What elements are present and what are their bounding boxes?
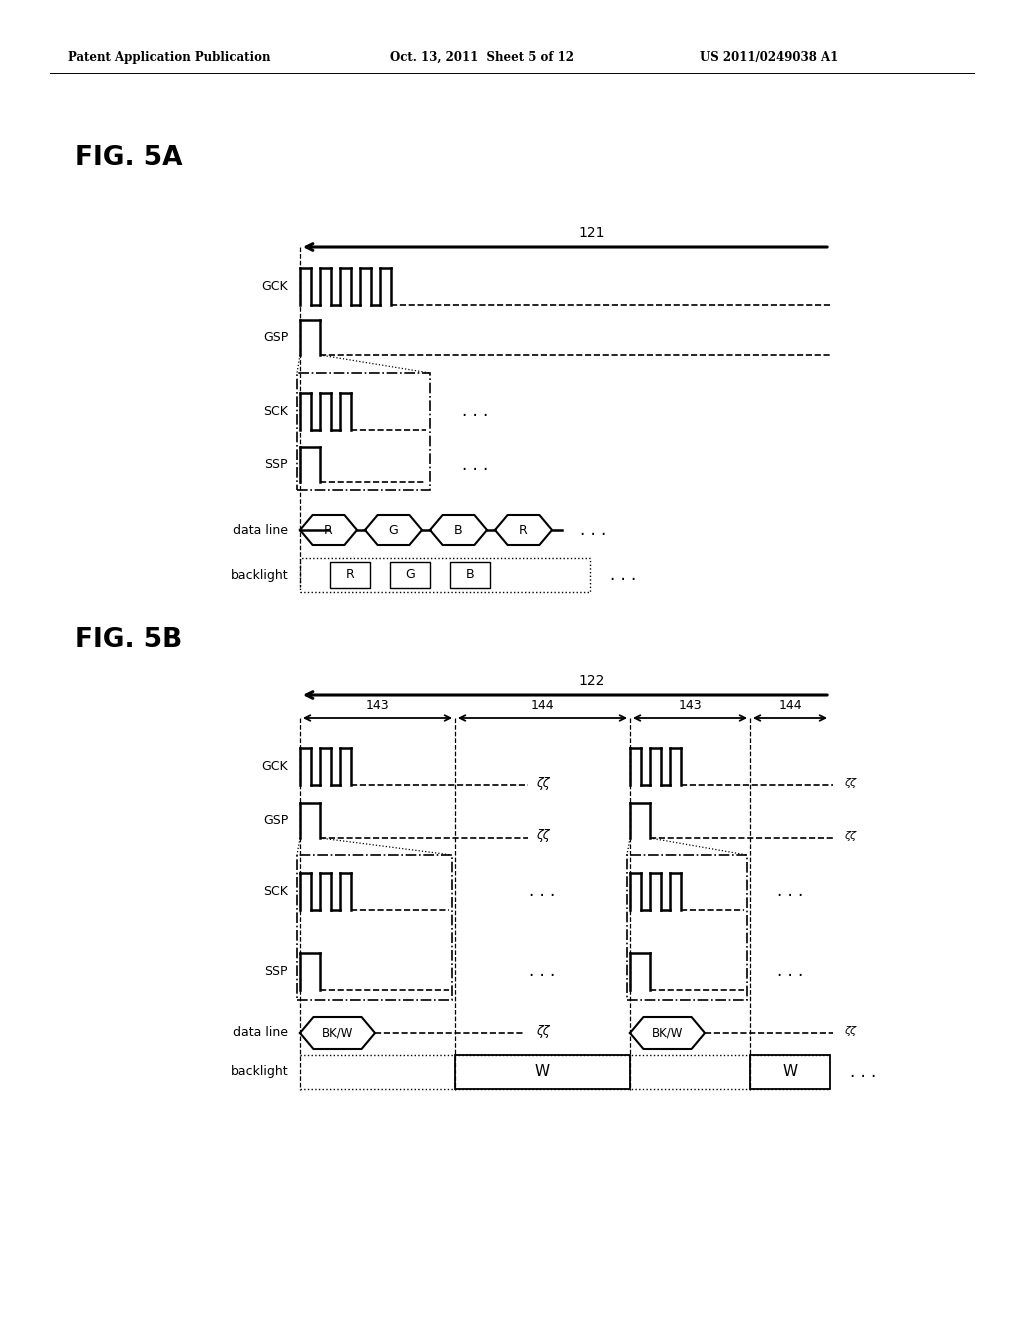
Text: ζζ: ζζ bbox=[844, 832, 856, 841]
Bar bbox=[627, 855, 746, 1001]
Text: backlight: backlight bbox=[230, 1065, 288, 1078]
Text: . . .: . . . bbox=[580, 521, 606, 539]
Text: FIG. 5B: FIG. 5B bbox=[75, 627, 182, 653]
Text: W: W bbox=[782, 1064, 798, 1080]
Text: backlight: backlight bbox=[230, 569, 288, 582]
Text: G: G bbox=[406, 569, 415, 582]
Text: SCK: SCK bbox=[263, 405, 288, 418]
Bar bbox=[300, 558, 590, 591]
Text: B: B bbox=[455, 524, 463, 536]
Text: . . .: . . . bbox=[777, 962, 803, 981]
Bar bbox=[390, 562, 430, 587]
Text: SSP: SSP bbox=[264, 965, 288, 978]
Text: . . .: . . . bbox=[610, 566, 636, 583]
Text: 122: 122 bbox=[579, 675, 605, 688]
Bar bbox=[297, 855, 452, 1001]
Text: ζζ: ζζ bbox=[844, 777, 856, 788]
Text: data line: data line bbox=[233, 1027, 288, 1040]
Text: 121: 121 bbox=[579, 226, 605, 240]
Text: BK/W: BK/W bbox=[652, 1027, 683, 1040]
Text: . . .: . . . bbox=[529, 962, 556, 981]
Text: R: R bbox=[325, 524, 333, 536]
Text: SSP: SSP bbox=[264, 458, 288, 471]
Text: . . .: . . . bbox=[777, 883, 803, 900]
Text: GSP: GSP bbox=[263, 331, 288, 345]
Text: . . .: . . . bbox=[462, 455, 488, 474]
Text: data line: data line bbox=[233, 524, 288, 536]
Bar bbox=[455, 1055, 630, 1089]
Text: BK/W: BK/W bbox=[322, 1027, 353, 1040]
Bar bbox=[450, 562, 490, 587]
Text: ζζ: ζζ bbox=[536, 829, 549, 842]
Text: US 2011/0249038 A1: US 2011/0249038 A1 bbox=[700, 50, 839, 63]
Text: GSP: GSP bbox=[263, 814, 288, 828]
Text: R: R bbox=[519, 524, 528, 536]
Text: . . .: . . . bbox=[529, 883, 556, 900]
Text: 143: 143 bbox=[366, 700, 389, 711]
Text: Patent Application Publication: Patent Application Publication bbox=[68, 50, 270, 63]
Text: SCK: SCK bbox=[263, 884, 288, 898]
Text: 143: 143 bbox=[678, 700, 701, 711]
Text: ζζ: ζζ bbox=[536, 776, 549, 789]
Bar bbox=[330, 562, 370, 587]
Text: GCK: GCK bbox=[261, 760, 288, 774]
Text: W: W bbox=[535, 1064, 550, 1080]
Bar bbox=[297, 374, 430, 490]
Text: ζζ: ζζ bbox=[536, 1024, 549, 1038]
Bar bbox=[750, 1055, 830, 1089]
Text: R: R bbox=[346, 569, 354, 582]
Text: G: G bbox=[389, 524, 398, 536]
Text: . . .: . . . bbox=[850, 1063, 877, 1081]
Text: B: B bbox=[466, 569, 474, 582]
Text: 144: 144 bbox=[778, 700, 802, 711]
Text: Oct. 13, 2011  Sheet 5 of 12: Oct. 13, 2011 Sheet 5 of 12 bbox=[390, 50, 574, 63]
Text: 144: 144 bbox=[530, 700, 554, 711]
Text: FIG. 5A: FIG. 5A bbox=[75, 145, 182, 172]
Text: GCK: GCK bbox=[261, 280, 288, 293]
Text: . . .: . . . bbox=[462, 403, 488, 421]
Text: ζζ: ζζ bbox=[844, 1026, 856, 1036]
